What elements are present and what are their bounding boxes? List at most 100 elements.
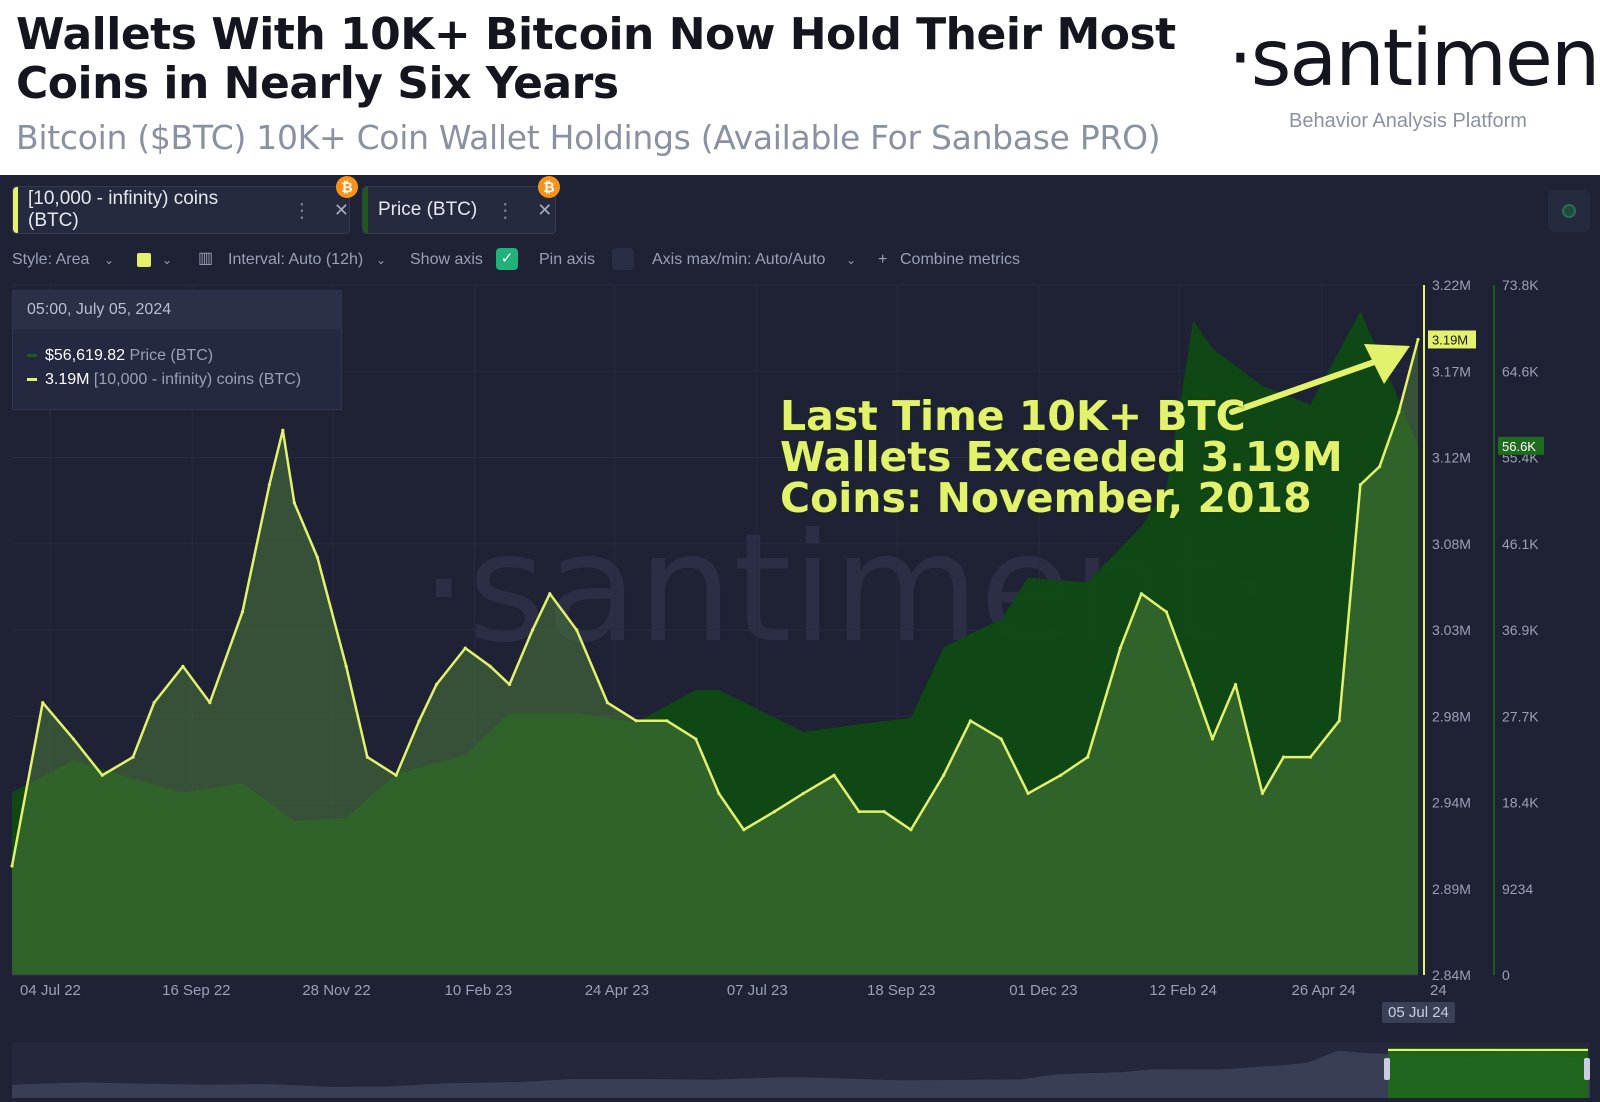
x-tick-label: 01 Dec 23 [1009,982,1077,999]
y-left-tick-label: 3.17M [1432,363,1471,379]
metric-chip-coins[interactable]: [10,000 - infinity) coins (BTC) ⋮ ✕ [12,186,350,234]
coins-current-tag [1428,330,1476,349]
annotation-text: Last Time 10K+ BTC Wallets Exceeded 3.19… [780,396,1343,519]
show-axis-label: Show axis [410,251,483,268]
navigator-price-area [12,1049,1590,1098]
coins-point [1397,410,1401,414]
coins-point [240,610,245,614]
more-options-icon[interactable]: ⋮ [291,199,312,222]
coins-point [1139,592,1144,596]
coins-point [488,664,492,668]
y-right-tick-label: 73.8K [1502,280,1539,293]
x-tick-label: 24 [1430,982,1447,999]
coins-point [1337,719,1341,723]
annotation-arrow-head [1364,344,1410,384]
y-left-tick-label: 3.22M [1432,280,1471,293]
logo-tagline: Behavior Analysis Platform [1289,110,1527,132]
coins-point [1086,755,1090,759]
interval-dropdown[interactable]: Interval: Auto (12h) [228,251,364,268]
tooltip-price-name: Price (BTC) [129,347,214,364]
coins-point [1026,791,1030,796]
coins-point [394,773,398,777]
metric-chip-label: [10,000 - infinity) coins (BTC) [28,188,219,231]
chevron-down-icon[interactable]: ⌄ [162,253,173,267]
coins-point [344,664,348,668]
x-tick-label: 07 Jul 23 [727,982,788,999]
color-swatch[interactable] [137,253,151,267]
coins-point [548,592,552,596]
coins-current-value: 3.19M [1432,332,1468,347]
coins-point [1164,610,1168,614]
page-title: Wallets With 10K+ Bitcoin Now Hold Their… [16,9,1176,109]
coins-point [434,682,439,687]
x-tick-label: 26 Apr 24 [1292,982,1356,999]
coins-point [605,701,610,705]
x-tick-label: 16 Sep 22 [162,982,230,999]
metric-color-bar [363,187,368,233]
chevron-down-icon[interactable]: ⌄ [846,253,857,267]
price-current-tag [1498,436,1544,455]
pin-axis-checkbox[interactable] [612,248,634,270]
coins-point [71,737,76,741]
coins-point [1416,337,1420,342]
coins-point [1281,755,1286,759]
coins-point [941,773,946,777]
tooltip-date: 05:00, July 05, 2024 [13,291,341,329]
navigator-handle-right [1584,1058,1590,1080]
coins-line [10,339,1420,867]
bitcoin-icon: ₿ [336,176,358,198]
close-icon[interactable]: ✕ [333,199,350,220]
y-left-tick-label: 2.98M [1432,708,1471,724]
tooltip-row-coins: 3.19M [10,000 - infinity) coins (BTC) [27,371,301,389]
coins-point [41,701,45,705]
coins-point [882,809,886,814]
coins-point [1191,682,1195,687]
pin-axis-label: Pin axis [539,251,596,268]
price-marker [27,354,37,358]
y-left-tick-label: 3.03M [1432,622,1471,638]
coins-point [100,773,104,777]
style-dropdown[interactable]: Style: Area [12,251,90,268]
y-right-tick-label: 27.7K [1502,708,1539,724]
coins-point [281,428,285,432]
coins-point [634,719,638,723]
y-right-tick-label: 0 [1502,967,1510,983]
tooltip-price-value: $56,619.82 [45,347,126,364]
coins-point [530,628,535,632]
close-icon[interactable]: ✕ [537,199,553,220]
coins-point [315,555,320,559]
coins-point [131,755,135,759]
status-dot-button[interactable] [1548,190,1590,232]
y-left-tick-label: 2.89M [1432,881,1471,897]
coins-point [365,755,369,759]
x-tick-label: 04 Jul 22 [20,982,81,999]
coins-point [1210,737,1215,741]
y-right-tick-label: 18.4K [1502,795,1539,811]
coins-point [463,646,467,650]
more-options-icon[interactable]: ⋮ [495,199,516,222]
coins-point [694,737,698,741]
coins-point [181,664,185,668]
x-tick-label: 10 Feb 23 [444,982,512,999]
coins-point [909,828,913,832]
page-subtitle: Bitcoin ($BTC) 10K+ Coin Wallet Holdings… [16,118,1161,157]
y-left-tick-label: 3.12M [1432,450,1471,466]
y-left-tick-label: 2.94M [1432,795,1471,811]
calendar-icon: ▥ [198,250,214,267]
navigator-handle-left [1384,1058,1390,1080]
chevron-down-icon[interactable]: ⌄ [376,253,387,267]
coins-point [772,809,777,814]
show-axis-checkbox[interactable]: ✓ [496,248,518,270]
metric-chip-price[interactable]: Price (BTC) ⋮ ✕ [362,186,556,234]
coins-point [267,483,271,487]
coins-point [417,719,421,723]
coins-point [507,682,512,687]
annotation-line-3: Coins: November, 2018 [780,474,1312,522]
y-right-tick-label: 36.9K [1502,622,1539,638]
chevron-down-icon[interactable]: ⌄ [104,253,115,267]
chart-tooltip: 05:00, July 05, 2024 $56,619.82 Price (B… [12,290,342,410]
x-tick-label: 28 Nov 22 [302,982,370,999]
combine-metrics-button[interactable]: Combine metrics [900,251,1021,268]
axis-minmax-dropdown[interactable]: Axis max/min: Auto/Auto [652,251,826,268]
y-right-tick-label: 46.1K [1502,536,1539,552]
